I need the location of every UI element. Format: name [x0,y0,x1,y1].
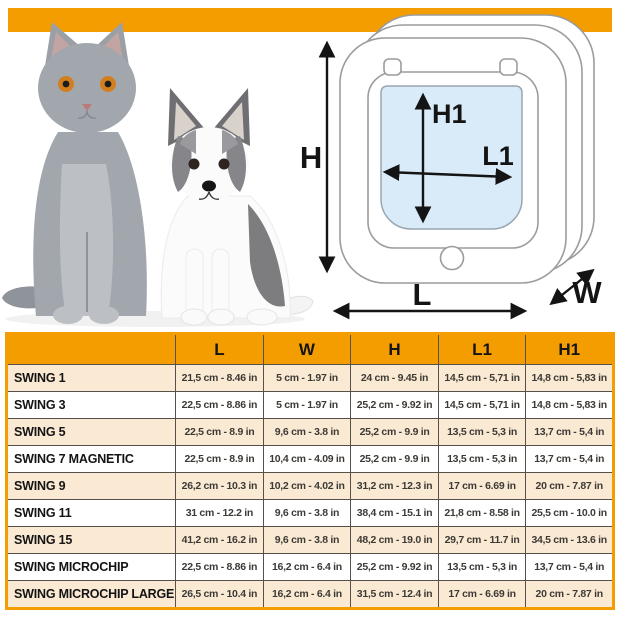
dog-eye [188,158,200,170]
table-row: SWING 3 22,5 cm - 8.86 in 5 cm - 1.97 in… [5,391,614,419]
cell-L1: 14,5 cm - 5,71 in [437,391,527,419]
table-row: SWING 7 MAGNETIC 22,5 cm - 8.9 in 10,4 c… [5,445,614,473]
cell-W: 16,2 cm - 6.4 in [262,553,352,581]
flap-hinge-tab [383,58,402,76]
cell-H1: 13,7 cm - 5,4 in [525,418,614,446]
lock-knob [439,245,465,271]
cell-W: 9,6 cm - 3.8 in [262,418,352,446]
cell-L: 26,5 cm - 10.4 in [175,580,264,609]
cell-L1: 13,5 cm - 5,3 in [437,553,527,581]
cell-H1: 13,7 cm - 5,4 in [525,445,614,473]
cell-L1: 17 cm - 6.69 in [437,580,527,609]
cat-dog-photo [2,22,314,327]
cell-H1: 25,5 cm - 10.0 in [525,499,614,527]
label-W: W [572,275,602,310]
header-H1: H1 [525,333,614,365]
cell-L: 22,5 cm - 8.86 in [175,553,264,581]
cell-W: 9,6 cm - 3.8 in [262,499,352,527]
cell-L: 22,5 cm - 8.9 in [175,445,264,473]
label-L: L [413,277,432,312]
cell-H: 25,2 cm - 9.9 in [350,445,439,473]
cell-W: 5 cm - 1.97 in [262,364,352,392]
cell-L1: 17 cm - 6.69 in [437,472,527,500]
row-label: SWING 11 [5,499,177,527]
table-row: SWING MICROCHIP 22,5 cm - 8.86 in 16,2 c… [5,553,614,581]
table-row: SWING 11 31 cm - 12.2 in 9,6 cm - 3.8 in… [5,499,614,527]
row-label: SWING 5 [5,418,177,446]
cell-L1: 13,5 cm - 5,3 in [437,445,527,473]
cell-H: 25,2 cm - 9.92 in [350,553,439,581]
row-label: SWING MICROCHIP [5,553,177,581]
cell-L1: 13,5 cm - 5,3 in [437,418,527,446]
table-header-row: L W H L1 H1 [5,333,614,365]
cell-L: 26,2 cm - 10.3 in [175,472,264,500]
table-row: SWING 1 21,5 cm - 8.46 in 5 cm - 1.97 in… [5,364,614,392]
cell-W: 5 cm - 1.97 in [262,391,352,419]
cell-L1: 14,5 cm - 5,71 in [437,364,527,392]
cat-illustration [2,22,147,324]
cat-nose [82,104,92,111]
cell-W: 10,4 cm - 4.09 in [262,445,352,473]
row-label: SWING 3 [5,391,177,419]
label-H1: H1 [432,99,467,129]
cell-H: 31,2 cm - 12.3 in [350,472,439,500]
cell-L1: 21,8 cm - 8.58 in [437,499,527,527]
dimensions-table: L W H L1 H1 SWING 1 21,5 cm - 8.46 in 5 … [5,332,615,610]
cell-W: 16,2 cm - 6.4 in [262,580,352,609]
cell-L: 21,5 cm - 8.46 in [175,364,264,392]
row-label: SWING MICROCHIP LARGE [5,580,177,609]
header-W: W [262,333,352,365]
cell-L: 22,5 cm - 8.9 in [175,418,264,446]
cell-H: 31,5 cm - 12.4 in [350,580,439,609]
dog-nose [202,180,216,192]
label-L1: L1 [482,141,514,171]
header-L1: L1 [437,333,527,365]
cell-H1: 13,7 cm - 5,4 in [525,553,614,581]
cell-H: 24 cm - 9.45 in [350,364,439,392]
table-row: SWING 15 41,2 cm - 16.2 in 9,6 cm - 3.8 … [5,526,614,554]
cell-W: 10,2 cm - 4.02 in [262,472,352,500]
flap-width-arrow [382,164,513,185]
table-row: SWING 9 26,2 cm - 10.3 in 10,2 cm - 4.02… [5,472,614,500]
row-label: SWING 1 [5,364,177,392]
flap-hinge-tab [499,58,518,76]
header-empty [5,333,177,365]
cat-head [38,43,136,133]
cell-W: 9,6 cm - 3.8 in [262,526,352,554]
dog-illustration [160,88,314,326]
cell-H: 25,2 cm - 9.9 in [350,418,439,446]
cell-L: 41,2 cm - 16.2 in [175,526,264,554]
table-row: SWING 5 22,5 cm - 8.9 in 9,6 cm - 3.8 in… [5,418,614,446]
header-H: H [350,333,439,365]
row-label: SWING 7 MAGNETIC [5,445,177,473]
cell-H1: 34,5 cm - 13.6 in [525,526,614,554]
dog-eye [218,158,230,170]
table-row: SWING MICROCHIP LARGE 26,5 cm - 10.4 in … [5,580,614,609]
row-label: SWING 15 [5,526,177,554]
cell-H1: 14,8 cm - 5,83 in [525,364,614,392]
cell-L: 22,5 cm - 8.86 in [175,391,264,419]
row-label: SWING 9 [5,472,177,500]
cell-H1: 20 cm - 7.87 in [525,580,614,609]
cell-H: 25,2 cm - 9.92 in [350,391,439,419]
pet-door-diagram: H H1 L1 L W [300,14,602,320]
cell-H: 38,4 cm - 15.1 in [350,499,439,527]
cell-H1: 20 cm - 7.87 in [525,472,614,500]
cell-L1: 29,7 cm - 11.7 in [437,526,527,554]
header-L: L [175,333,264,365]
depth-arrow [549,268,595,306]
cell-H1: 14,8 cm - 5,83 in [525,391,614,419]
cell-L: 31 cm - 12.2 in [175,499,264,527]
cell-H: 48,2 cm - 19.0 in [350,526,439,554]
label-H: H [300,140,322,175]
